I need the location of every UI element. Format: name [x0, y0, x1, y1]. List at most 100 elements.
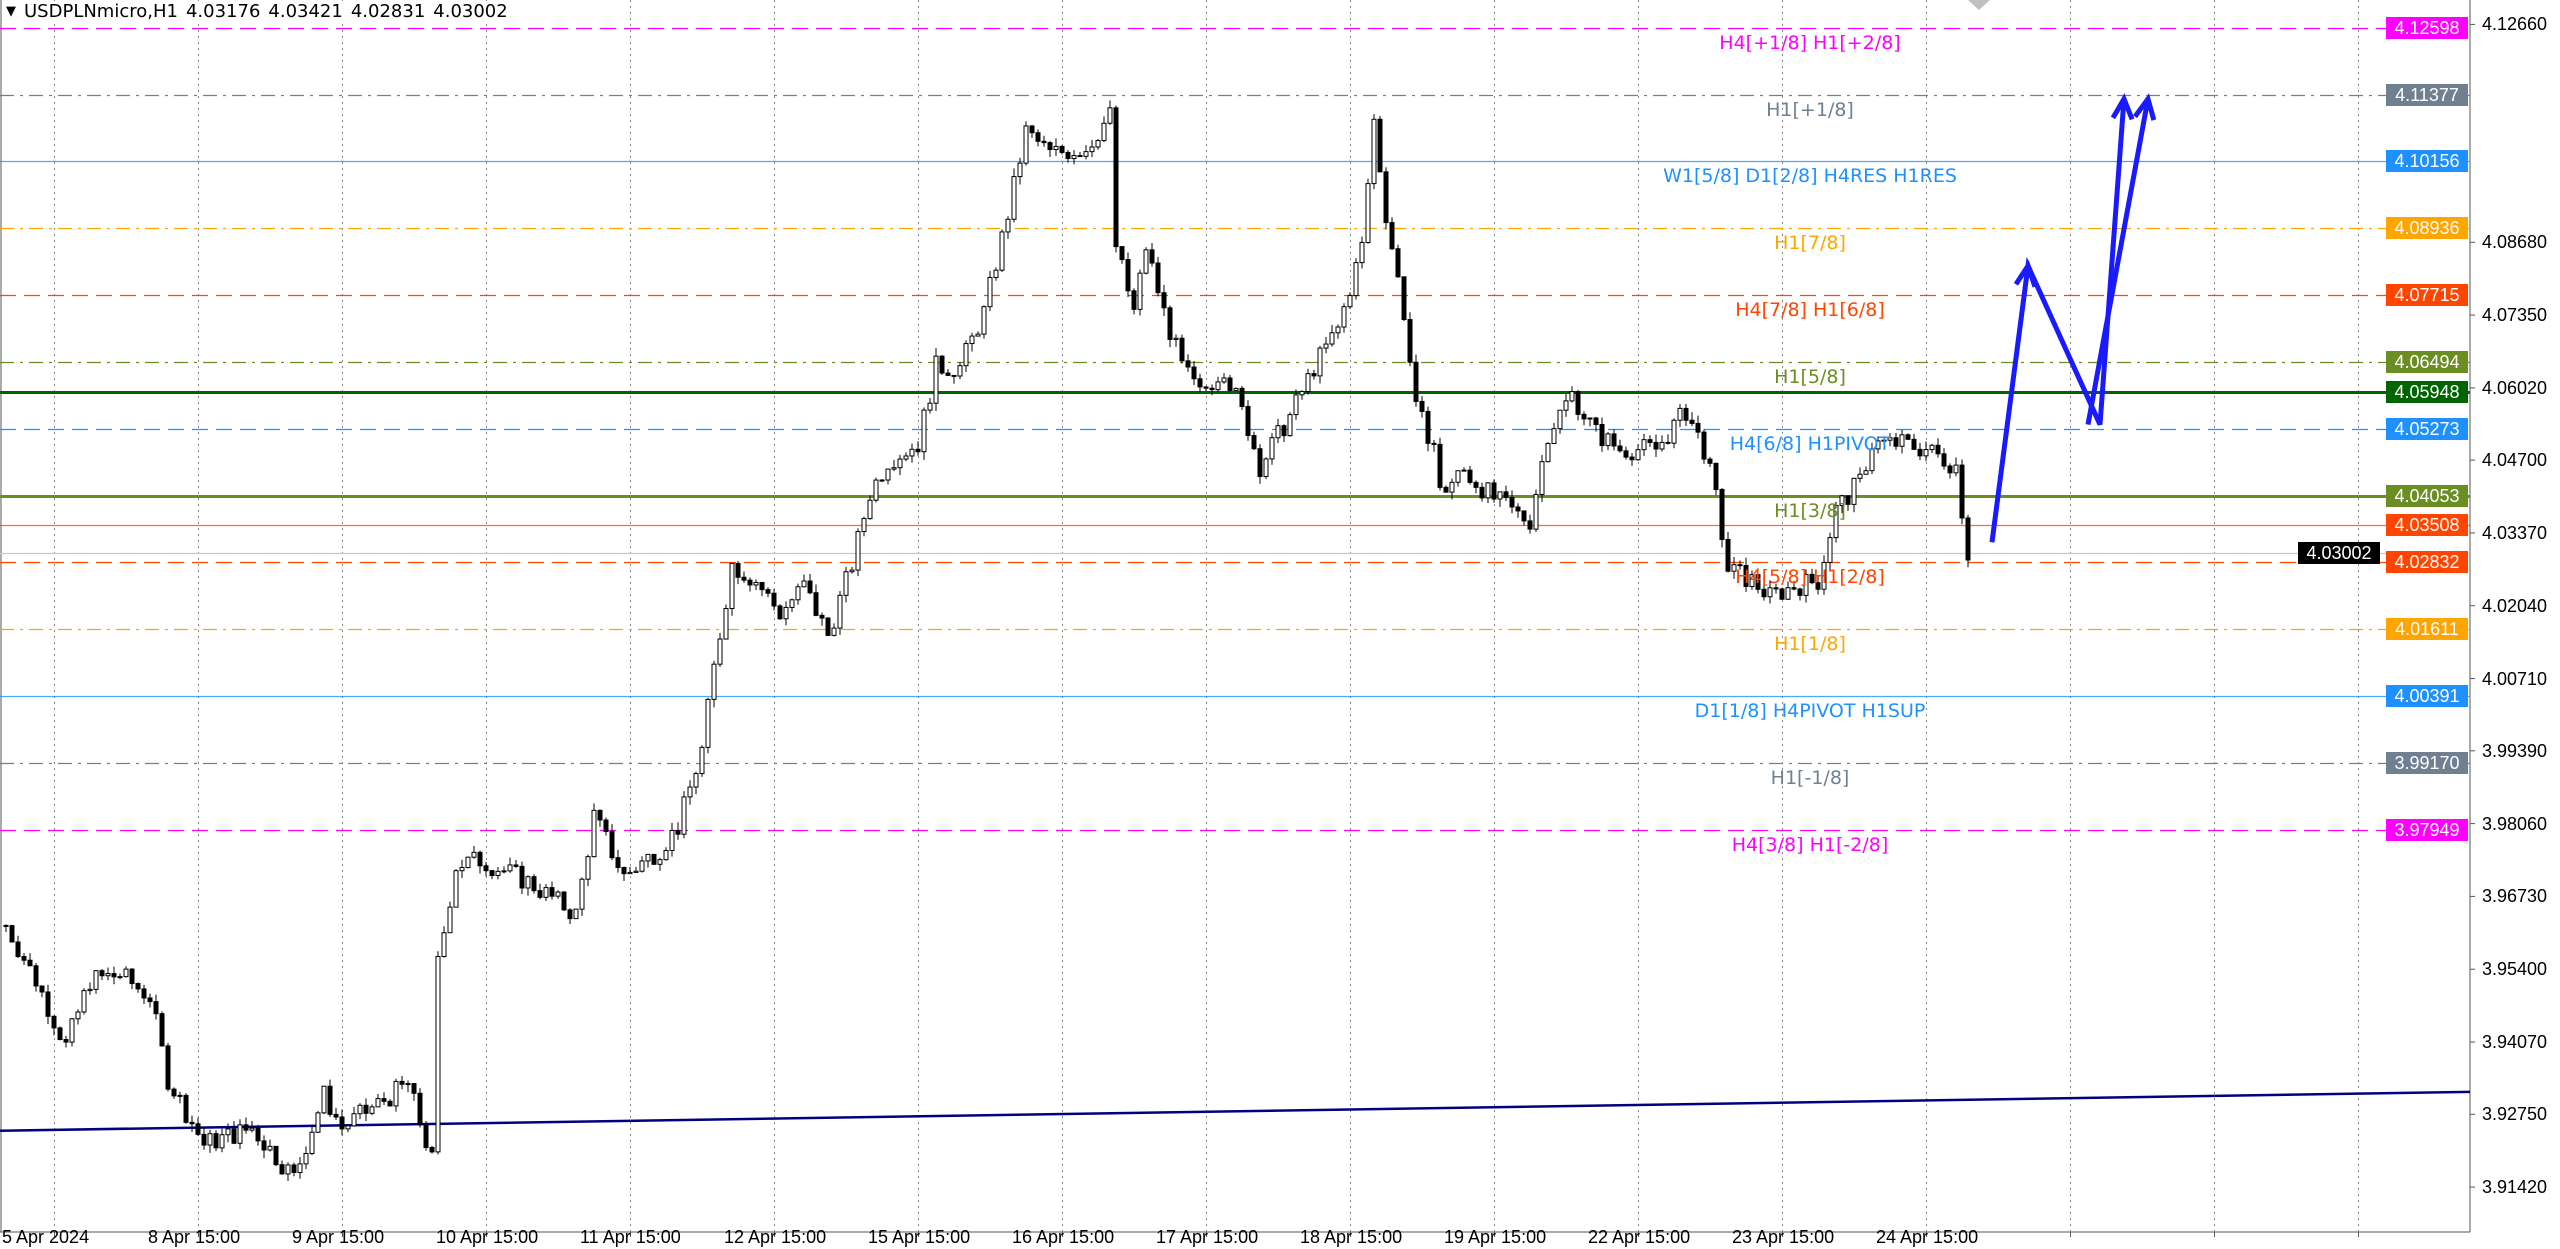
candle-bull: [1671, 419, 1677, 444]
candle-bull: [783, 606, 789, 620]
candle-bull: [897, 458, 903, 469]
price-tick-label: 3.96730: [2482, 886, 2548, 907]
candle-bear: [1125, 259, 1131, 292]
candle-bull: [1323, 343, 1329, 349]
candle-bear: [1245, 405, 1251, 437]
price-tick-label: 3.91420: [2482, 1177, 2548, 1198]
candle-bull: [375, 1098, 381, 1108]
candle-bear: [747, 579, 753, 586]
candle-bear: [597, 809, 603, 821]
candle-bull: [1317, 347, 1323, 377]
candle-bull: [1215, 381, 1221, 391]
candle-bear: [807, 580, 813, 594]
candle-bear: [759, 581, 765, 591]
candle-bull: [1233, 387, 1239, 391]
candle-bear: [21, 956, 27, 961]
candle-bear: [1683, 407, 1689, 421]
candle-bull: [801, 580, 807, 588]
candle-bull: [1533, 493, 1539, 530]
candle-bull: [729, 562, 735, 610]
level-label: D1[1/8] H4PIVOT H1SUP: [1694, 699, 1926, 722]
candle-bull: [723, 608, 729, 640]
candle-bear: [1251, 435, 1257, 450]
candle-bull: [1461, 469, 1467, 472]
chart-header: ▼ USDPLNmicro,H1 4.03176 4.03421 4.02831…: [6, 1, 512, 22]
candle-bull: [633, 870, 639, 873]
candle-bear: [3, 924, 9, 927]
candle-bear: [1695, 422, 1701, 433]
candle-bear: [39, 985, 45, 993]
candle-bear: [1467, 469, 1473, 483]
candle-bull: [1953, 464, 1959, 474]
candle-bear: [1725, 538, 1731, 572]
candle-bull: [1641, 439, 1647, 451]
candle-bull: [1095, 140, 1101, 148]
candle-bull: [1851, 477, 1857, 505]
candle-bear: [1389, 222, 1395, 250]
candle-bull: [705, 698, 711, 748]
candle-bull: [1767, 587, 1773, 598]
time-label: 19 Apr 15:00: [1444, 1227, 1547, 1247]
candle-bull: [1353, 262, 1359, 297]
candle-bear: [1935, 444, 1941, 455]
candle-bear: [1581, 413, 1587, 420]
candle-bear: [411, 1083, 417, 1094]
candle-bear: [1653, 441, 1659, 450]
candle-bear: [1443, 486, 1449, 493]
candle-bear: [951, 374, 957, 377]
candle-bear: [1407, 319, 1413, 363]
candle-bull: [933, 355, 939, 404]
candle-bull: [393, 1080, 399, 1107]
candle-bear: [387, 1100, 393, 1107]
candle-bull: [93, 970, 99, 990]
candle-bear: [483, 865, 489, 872]
candle-bear: [531, 876, 537, 892]
candle-bull: [1449, 481, 1455, 493]
candle-bull: [1173, 337, 1179, 340]
candle-bear: [741, 576, 747, 581]
candle-bull: [1587, 417, 1593, 420]
candle-bear: [1941, 453, 1947, 467]
candle-bear: [1527, 520, 1533, 530]
candle-bear: [1509, 497, 1515, 508]
price-tag: 4.12598: [2386, 16, 2468, 39]
trendline: [0, 1090, 2471, 1132]
candle-bear: [1041, 140, 1047, 144]
candle-bear: [339, 1116, 345, 1130]
candle-bear: [189, 1121, 195, 1125]
candle-bull: [1017, 162, 1023, 178]
candle-bear: [261, 1140, 267, 1151]
candle-bear: [1473, 481, 1479, 488]
candle-bull: [717, 638, 723, 665]
candle-bull: [351, 1113, 357, 1127]
candle-bull: [87, 988, 93, 992]
candle-bull: [459, 867, 465, 872]
candle-bull: [447, 906, 453, 934]
candle-bear: [1623, 450, 1629, 458]
level-label: H4[5/8] H1[2/8]: [1735, 565, 1885, 588]
price-tick-label: 3.99390: [2482, 740, 2548, 761]
candle-bull: [1569, 391, 1575, 402]
candle-bull: [495, 870, 501, 877]
candle-bear: [1905, 434, 1911, 440]
low-value: 4.02831: [350, 1, 426, 22]
candle-bull: [591, 809, 597, 858]
candle-bull: [1875, 440, 1881, 450]
price-tick-label: 4.12660: [2482, 14, 2548, 35]
candle-bear: [537, 890, 543, 898]
candle-bull: [1347, 295, 1353, 308]
collapse-triangle-icon[interactable]: ▼: [6, 4, 16, 19]
candle-bull: [1605, 433, 1611, 447]
candle-bull: [525, 876, 531, 889]
symbol-label: USDPLNmicro,H1: [24, 1, 178, 22]
candle-bull: [1881, 439, 1887, 442]
candle-bear: [765, 589, 771, 594]
price-tag: 3.97949: [2386, 818, 2468, 841]
candle-bull: [1005, 218, 1011, 233]
candle-bull: [69, 1018, 75, 1043]
candle-bull: [501, 870, 507, 873]
candle-bull: [1107, 107, 1113, 124]
candle-bull: [1929, 444, 1935, 451]
candle-bull: [1749, 574, 1755, 587]
